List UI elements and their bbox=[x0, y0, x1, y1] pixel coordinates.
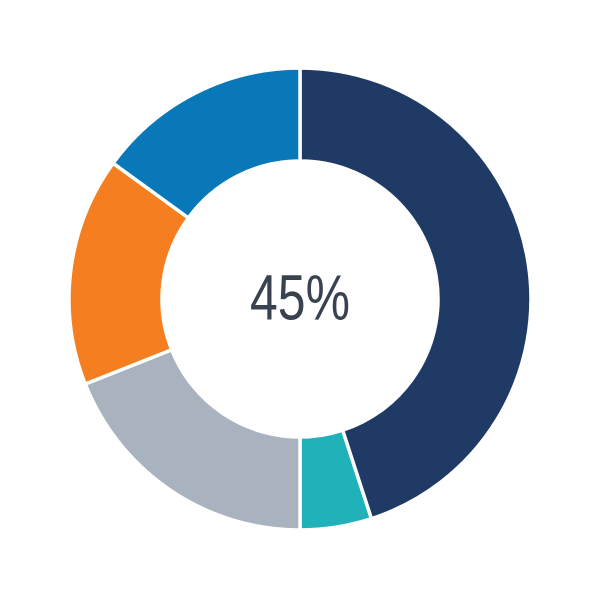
donut-center-label: 45% bbox=[250, 261, 350, 334]
donut-segment-navy bbox=[298, 66, 533, 521]
donut-segment-light-blue bbox=[111, 66, 302, 220]
donut-segment-gray bbox=[83, 348, 302, 532]
